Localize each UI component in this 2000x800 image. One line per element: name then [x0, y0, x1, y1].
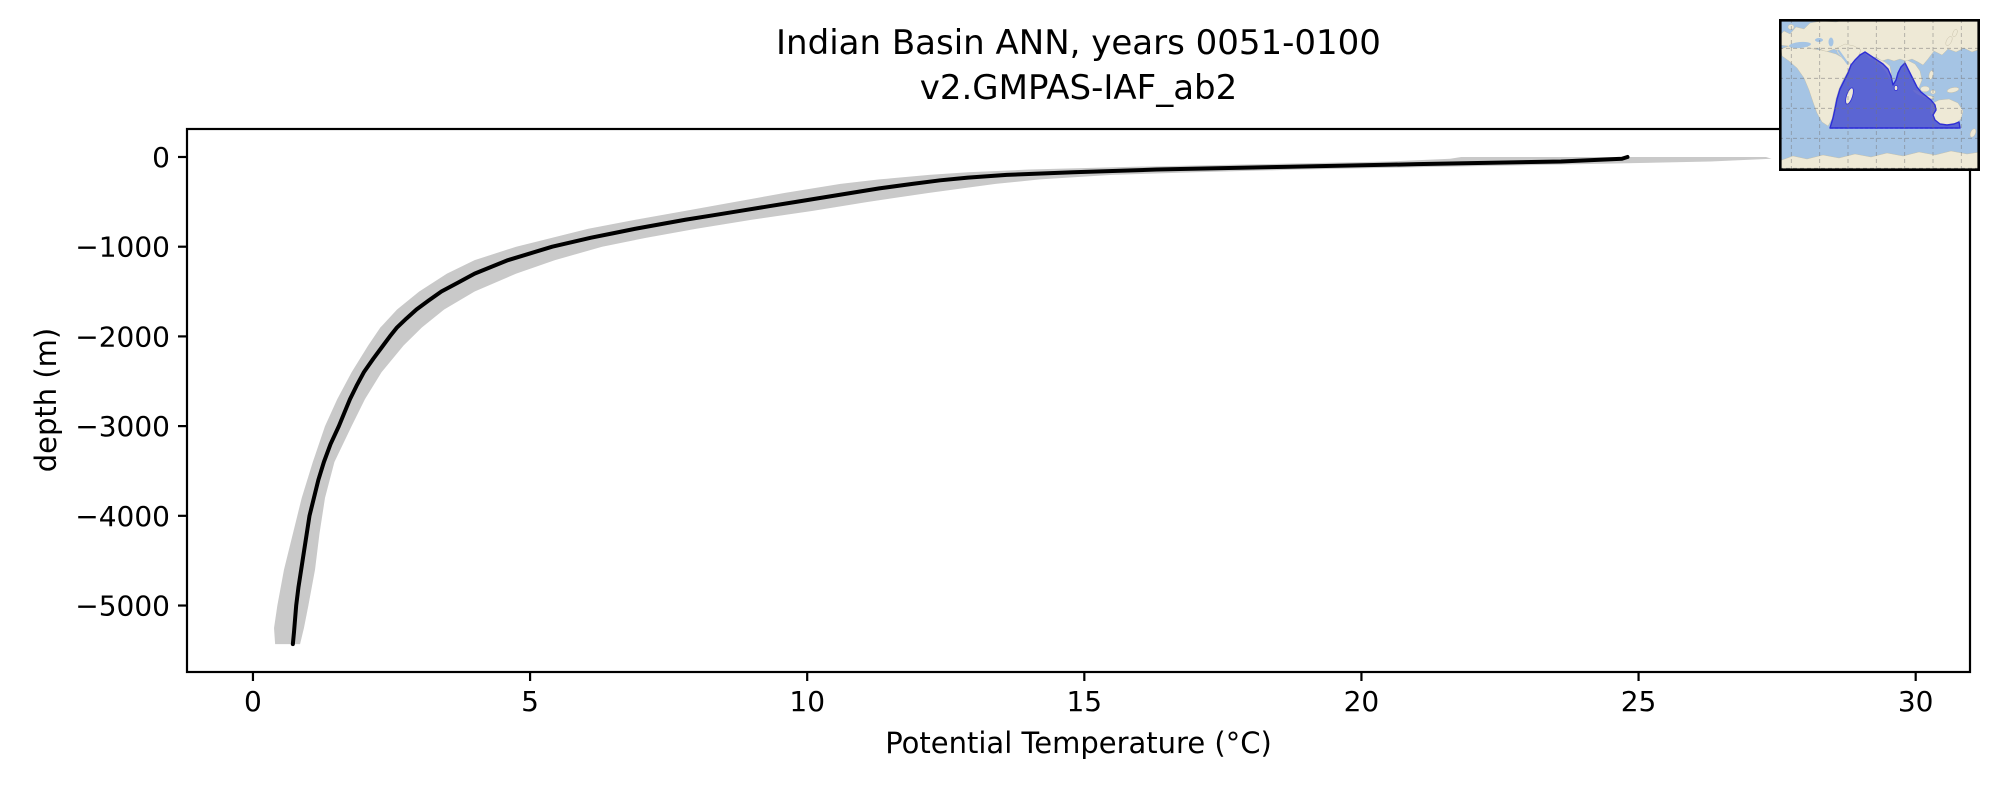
- x-tick-label: 10: [789, 685, 825, 718]
- x-tick-label: 30: [1898, 685, 1934, 718]
- y-tick-label: −5000: [75, 590, 170, 623]
- map-island: [1946, 87, 1960, 93]
- map-island: [1945, 36, 1953, 46]
- chart-title: Indian Basin ANN, years 0051-0100: [776, 23, 1381, 63]
- x-axis-label: Potential Temperature (°C): [885, 726, 1272, 760]
- map-red-sea: [1837, 49, 1849, 65]
- map-border: [1779, 19, 1980, 171]
- map-gridlines: [1779, 19, 1980, 171]
- map-inland-sea: [1815, 38, 1823, 42]
- map-inland-sea: [1828, 37, 1834, 47]
- map-inland-sea: [1789, 41, 1811, 49]
- temperature-profile-line: [290, 154, 1630, 647]
- y-axis-label: depth (m): [29, 327, 63, 473]
- x-tick-label: 5: [521, 685, 539, 718]
- x-tick-label: 0: [244, 685, 262, 718]
- y-tick-label: −2000: [75, 320, 170, 353]
- map-island: [1952, 28, 1958, 38]
- map-island: [1969, 128, 1977, 138]
- axes-spines: [185, 127, 1972, 674]
- x-tick-label: 15: [1066, 685, 1102, 718]
- map-land-antarctica: [1779, 150, 1980, 171]
- y-tick-label: −3000: [75, 410, 170, 443]
- x-tick-label: 25: [1621, 685, 1657, 718]
- inset-map: [1779, 19, 1980, 171]
- y-tick-label: 0: [152, 141, 170, 174]
- map-land-africa: [1780, 45, 1852, 127]
- map-island-sri-lanka: [1893, 85, 1899, 92]
- x-tick-label: 20: [1344, 685, 1380, 718]
- uncertainty-band: [274, 156, 1772, 645]
- y-tick-label: −1000: [75, 231, 170, 264]
- chart-title-block: Indian Basin ANN, years 0051-0100 v2.GMP…: [187, 21, 1970, 111]
- map-island: [1920, 85, 1930, 92]
- chart-subtitle: v2.GMPAS-IAF_ab2: [919, 68, 1238, 108]
- map-island-madagascar: [1845, 87, 1854, 105]
- y-tick-label: −4000: [75, 500, 170, 533]
